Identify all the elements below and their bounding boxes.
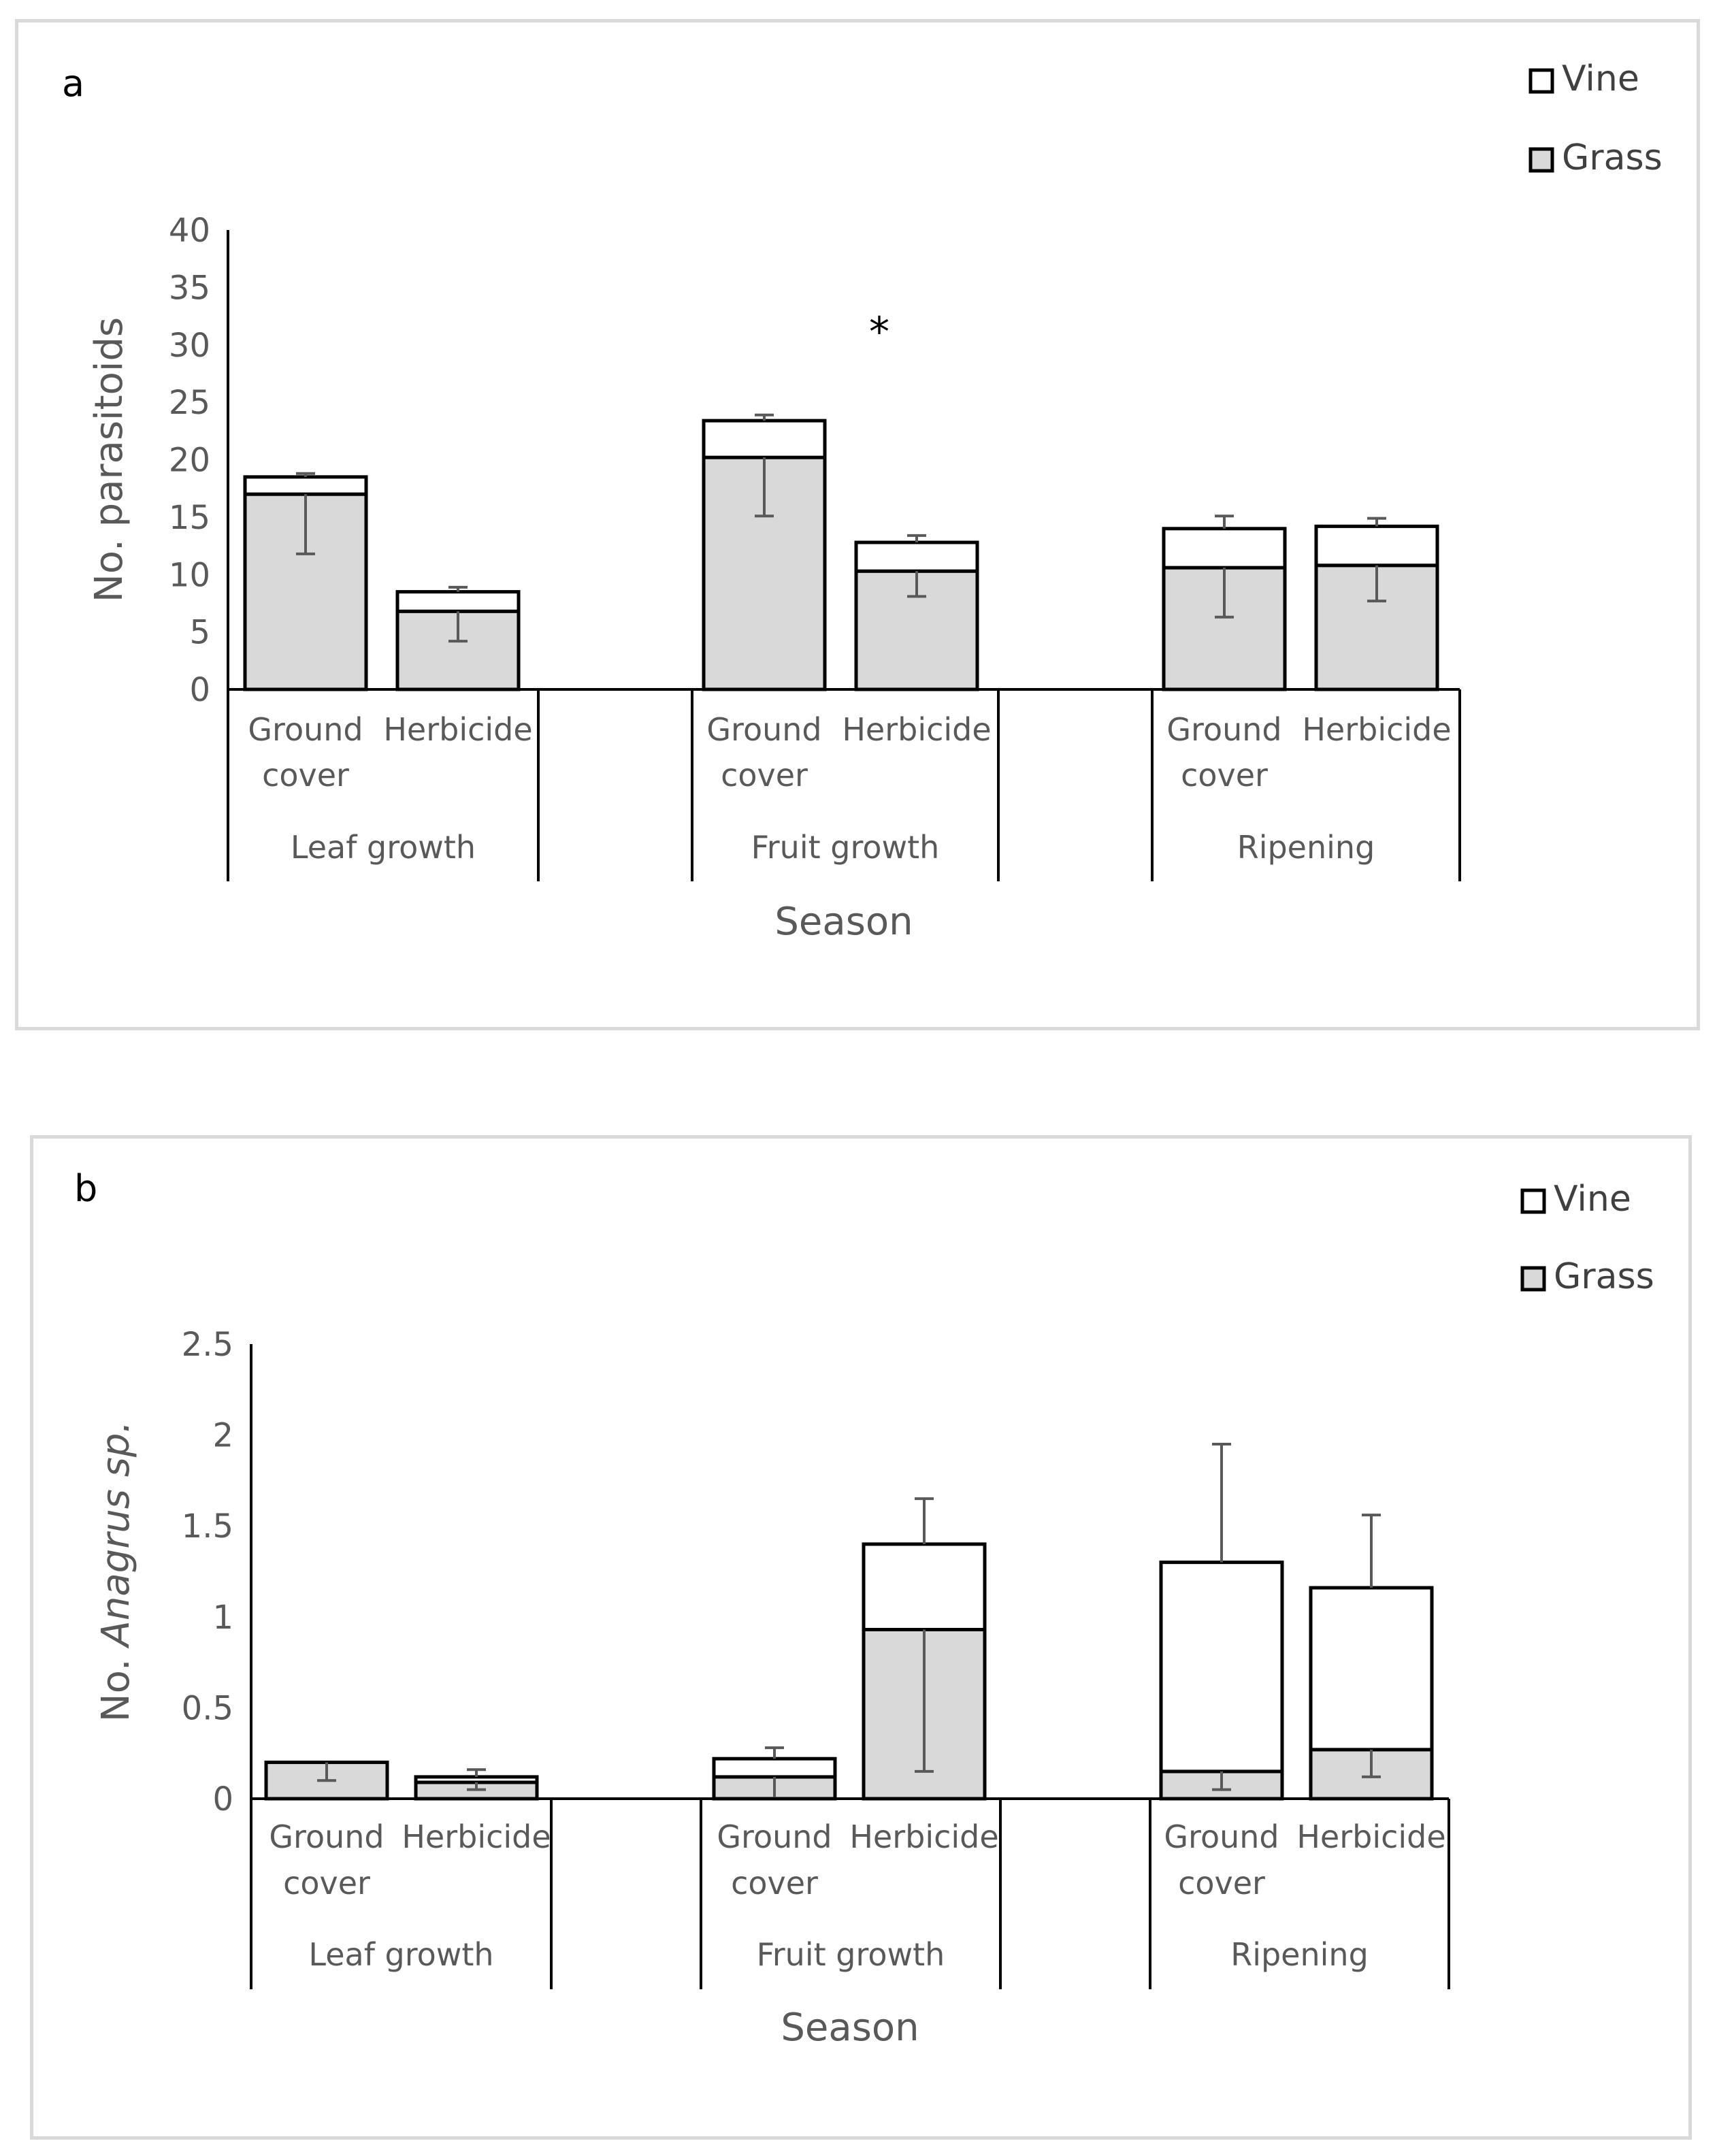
y-tick-label: 5	[189, 614, 210, 652]
x-group-label: Leaf growth	[291, 829, 476, 866]
y-tick-label: 30	[169, 327, 210, 365]
x-group-label: Ripening	[1237, 829, 1375, 866]
x-category-label: Ground	[706, 711, 821, 748]
x-axis-title: Season	[781, 2006, 919, 2050]
bar-vine	[414, 1775, 539, 1784]
chart-b-svg: b 0 0.5 1 1.5 2 2.5 No. Anagrus sp. Ground cover H…	[74, 1167, 1654, 2050]
x-category-label: Herbicide	[383, 711, 532, 748]
x-category-label: Ground	[248, 711, 363, 748]
x-category-label: Ground	[1166, 711, 1281, 748]
bar-vine	[862, 1542, 987, 1632]
chart-a-svg: a 0 5 10 15 20 25 30 35 40 No. parasitoids Ground co…	[62, 59, 1663, 944]
legend-label-vine: Vine	[1554, 1179, 1631, 1220]
legend-swatch-grass	[1520, 1266, 1546, 1292]
x-category-label-line2: cover	[262, 757, 349, 794]
bar-vine	[395, 590, 521, 613]
y-axis-title-text: No. parasitoids	[87, 317, 131, 602]
x-category-label-line2: cover	[1178, 1865, 1265, 1901]
bar-vine	[854, 540, 979, 573]
legend-label-grass: Grass	[1562, 137, 1663, 178]
bar-vine	[702, 419, 827, 459]
y-tick-label: 0	[212, 1780, 233, 1818]
panel-label: a	[62, 62, 84, 105]
x-category-label: Herbicide	[849, 1818, 998, 1855]
x-category-label-line2: cover	[721, 757, 808, 794]
y-tick-label: 20	[169, 442, 210, 480]
y-tick-label: 40	[169, 212, 210, 250]
chart-panel-b: b 0 0.5 1 1.5 2 2.5 No. Anagrus sp. Ground cover H…	[30, 1135, 1692, 2140]
x-category-label-line2: cover	[1181, 757, 1268, 794]
y-tick-label: 2.5	[182, 1326, 233, 1364]
y-tick-label: 25	[169, 384, 210, 422]
x-group-label: Ripening	[1230, 1936, 1369, 1973]
panel-label: b	[74, 1167, 97, 1210]
x-category-label-line2: cover	[731, 1865, 818, 1901]
y-tick-label: 1	[212, 1599, 233, 1637]
x-category-label: Ground	[269, 1818, 384, 1855]
y-tick-label: 10	[169, 556, 210, 594]
x-category-label: Herbicide	[1302, 711, 1451, 748]
y-tick-label: 0.5	[182, 1689, 233, 1727]
y-axis-title-text: No.	[94, 1646, 138, 1722]
bar-vine	[1162, 527, 1287, 570]
y-tick-label: 1.5	[182, 1507, 233, 1546]
bar-vine	[1159, 1561, 1284, 1774]
x-axis-title: Season	[774, 900, 913, 944]
y-tick-label: 15	[169, 499, 210, 537]
legend-label-grass: Grass	[1554, 1256, 1654, 1297]
legend-swatch-grass	[1528, 147, 1554, 173]
y-axis-title-italic: Anagrus sp.	[94, 1421, 138, 1649]
chart-panel-a: a 0 5 10 15 20 25 30 35 40 No. parasitoids Ground co…	[15, 19, 1700, 1030]
y-axis-title: No. Anagrus sp.	[94, 1421, 138, 1722]
x-group-label: Fruit growth	[751, 829, 940, 866]
legend-swatch-vine	[1520, 1188, 1546, 1214]
x-category-label: Ground	[1164, 1818, 1279, 1855]
x-category-label: Herbicide	[402, 1818, 551, 1855]
bar-vine	[1309, 1586, 1434, 1752]
bar-vine	[1314, 524, 1439, 568]
x-category-label: Ground	[717, 1818, 832, 1855]
bar-vine	[243, 475, 368, 496]
x-group-label: Leaf growth	[308, 1936, 493, 1973]
y-tick-label: 2	[212, 1417, 233, 1455]
legend-swatch-vine	[1528, 68, 1554, 94]
y-axis-title: No. parasitoids	[87, 317, 131, 602]
y-tick-label: 35	[169, 269, 210, 307]
bar-vine	[712, 1757, 837, 1779]
x-category-label-line2: cover	[283, 1865, 370, 1901]
significance-marker: *	[869, 308, 889, 356]
x-category-label: Herbicide	[842, 711, 991, 748]
y-tick-label: 0	[189, 671, 210, 709]
legend-label-vine: Vine	[1562, 59, 1639, 99]
x-group-label: Fruit growth	[757, 1936, 945, 1973]
x-category-label: Herbicide	[1296, 1818, 1445, 1855]
